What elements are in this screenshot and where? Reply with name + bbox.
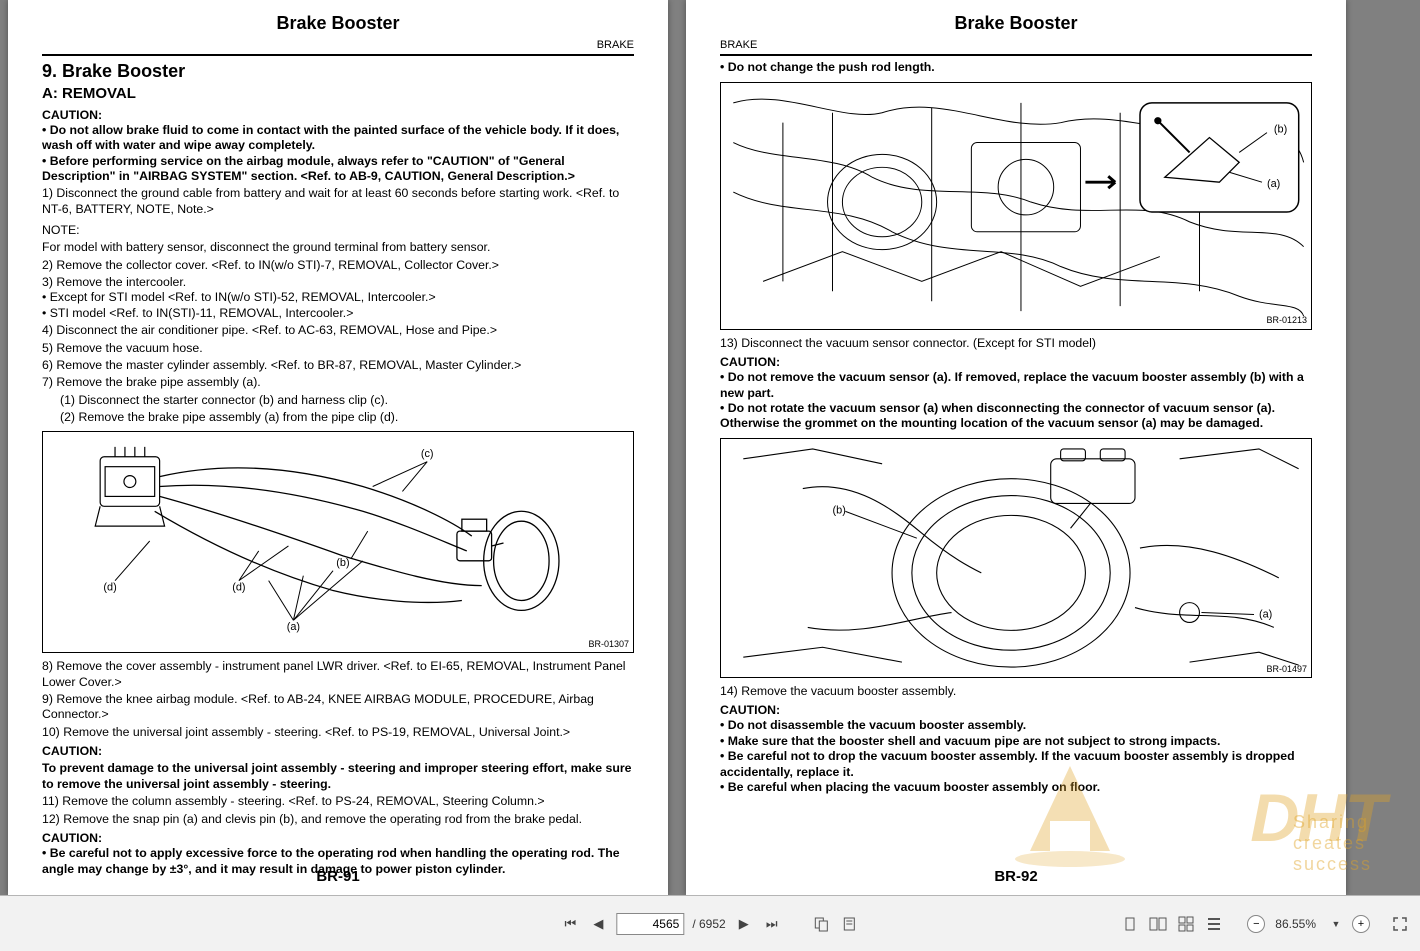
svg-text:(c): (c) [421, 448, 434, 460]
bullet-item: Do not change the push rod length. [720, 60, 1312, 75]
caution-item: Do not allow brake fluid to come in cont… [42, 123, 634, 154]
caution-item: Do not remove the vacuum sensor (a). If … [720, 370, 1312, 401]
caution-list: Do not allow brake fluid to come in cont… [42, 123, 634, 184]
step: 6) Remove the master cylinder assembly. … [42, 358, 634, 373]
figure-svg: (c) (b) (d) (d) (a) [43, 432, 633, 652]
caution-label: CAUTION: [42, 831, 634, 846]
caution-list: Do not disassemble the vacuum booster as… [720, 718, 1312, 795]
zoom-in-button[interactable]: + [1352, 915, 1370, 933]
step: 5) Remove the vacuum hose. [42, 341, 634, 356]
page-total-label: / 6952 [692, 917, 725, 931]
step: 3) Remove the intercooler. [42, 275, 634, 290]
caution-item: Make sure that the booster shell and vac… [720, 734, 1312, 749]
step: 12) Remove the snap pin (a) and clevis p… [42, 812, 634, 827]
pdf-viewer: Brake Booster BRAKE 9. Brake Booster A: … [0, 0, 1420, 895]
last-page-button[interactable]: ⏭ [762, 914, 782, 934]
substep: (1) Disconnect the starter connector (b)… [42, 393, 634, 408]
first-page-button[interactable]: ⏮ [560, 914, 580, 934]
pdf-toolbar: ⏮ ◀ / 6952 ▶ ⏭ − 86.55% ▼ + [0, 895, 1420, 951]
step: 13) Disconnect the vacuum sensor connect… [720, 336, 1312, 351]
header-rule [720, 54, 1312, 56]
page-number: BR-92 [686, 868, 1346, 887]
caution-label: CAUTION: [720, 703, 1312, 718]
page-number: BR-91 [8, 868, 668, 887]
figure-svg: (b) (a) [721, 439, 1311, 677]
subsection-letter: A: [42, 85, 58, 102]
subsection-title: REMOVAL [62, 85, 136, 102]
figure-engine-bay: (b) (a) BR-01213 [720, 82, 1312, 330]
nav-cluster: ⏮ ◀ / 6952 ▶ ⏭ [560, 913, 859, 935]
svg-text:(b): (b) [336, 557, 349, 569]
page-left: Brake Booster BRAKE 9. Brake Booster A: … [8, 0, 668, 895]
caution-item: Be careful not to drop the vacuum booste… [720, 749, 1312, 780]
sub-bullets: Except for STI model <Ref. to IN(w/o STI… [42, 290, 634, 321]
figure-caption: BR-01213 [1266, 315, 1307, 326]
prev-page-button[interactable]: ◀ [588, 914, 608, 934]
tool-button-2[interactable] [840, 914, 860, 934]
step: 9) Remove the knee airbag module. <Ref. … [42, 692, 634, 723]
figure-brake-pipe: (c) (b) (d) (d) (a) BR-01307 [42, 431, 634, 653]
page-right: Brake Booster BRAKE Do not change the pu… [686, 0, 1346, 895]
svg-text:(d): (d) [103, 582, 116, 594]
section-heading: 9. Brake Booster [42, 60, 634, 83]
fullscreen-button[interactable] [1390, 914, 1410, 934]
single-page-view-button[interactable] [1119, 914, 1141, 934]
zoom-dropdown-button[interactable]: ▼ [1326, 914, 1346, 934]
step: 4) Disconnect the air conditioner pipe. … [42, 323, 634, 338]
svg-text:(b): (b) [833, 504, 846, 516]
figure-caption: BR-01497 [1266, 664, 1307, 675]
svg-text:(a): (a) [1259, 608, 1272, 620]
caution-label: CAUTION: [720, 355, 1312, 370]
step: 1) Disconnect the ground cable from batt… [42, 186, 634, 217]
caution-list: Do not remove the vacuum sensor (a). If … [720, 370, 1312, 431]
step: 7) Remove the brake pipe assembly (a). [42, 375, 634, 390]
subsection-heading: A: REMOVAL [42, 85, 634, 104]
page-number-input[interactable] [616, 913, 684, 935]
caution-item: Do not rotate the vacuum sensor (a) when… [720, 401, 1312, 432]
page-title: Brake Booster [42, 12, 634, 35]
step: 11) Remove the column assembly - steerin… [42, 794, 634, 809]
figure-caption: BR-01307 [588, 639, 629, 650]
two-page-view-button[interactable] [1147, 914, 1169, 934]
caution-item: Do not disassemble the vacuum booster as… [720, 718, 1312, 733]
zoom-out-button[interactable]: − [1247, 915, 1265, 933]
page-title: Brake Booster [720, 12, 1312, 35]
note-label: NOTE: [42, 223, 634, 238]
svg-text:(b): (b) [1274, 123, 1287, 135]
bullet-list: Do not change the push rod length. [720, 60, 1312, 75]
scroll-view-button[interactable] [1203, 914, 1225, 934]
figure-svg: (b) (a) [721, 83, 1311, 329]
section-title: Brake Booster [62, 61, 185, 81]
svg-text:(a): (a) [1267, 178, 1280, 190]
section-number: 9. [42, 61, 57, 81]
svg-text:(d): (d) [232, 582, 245, 594]
continuous-view-button[interactable] [1175, 914, 1197, 934]
caution-body: To prevent damage to the universal joint… [42, 761, 634, 792]
zoom-level-label: 86.55% [1275, 917, 1316, 931]
step: 14) Remove the vacuum booster assembly. [720, 684, 1312, 699]
caution-item: Before performing service on the airbag … [42, 154, 634, 185]
header-section-label: BRAKE [720, 39, 1312, 55]
step: 2) Remove the collector cover. <Ref. to … [42, 258, 634, 273]
caution-label: CAUTION: [42, 108, 634, 123]
sub-bullet: Except for STI model <Ref. to IN(w/o STI… [42, 290, 634, 305]
header-rule [42, 54, 634, 56]
caution-label: CAUTION: [42, 744, 634, 759]
note-body: For model with battery sensor, disconnec… [42, 240, 634, 255]
view-cluster: − 86.55% ▼ + [1119, 914, 1410, 934]
caution-item: Be careful when placing the vacuum boost… [720, 780, 1312, 795]
header-section-label: BRAKE [42, 39, 634, 55]
tool-button-1[interactable] [812, 914, 832, 934]
step: 8) Remove the cover assembly - instrumen… [42, 659, 634, 690]
sub-bullet: STI model <Ref. to IN(STI)-11, REMOVAL, … [42, 306, 634, 321]
substep: (2) Remove the brake pipe assembly (a) f… [42, 410, 634, 425]
step: 10) Remove the universal joint assembly … [42, 725, 634, 740]
svg-text:(a): (a) [287, 622, 300, 634]
next-page-button[interactable]: ▶ [734, 914, 754, 934]
figure-vacuum-booster: (b) (a) BR-01497 [720, 438, 1312, 678]
